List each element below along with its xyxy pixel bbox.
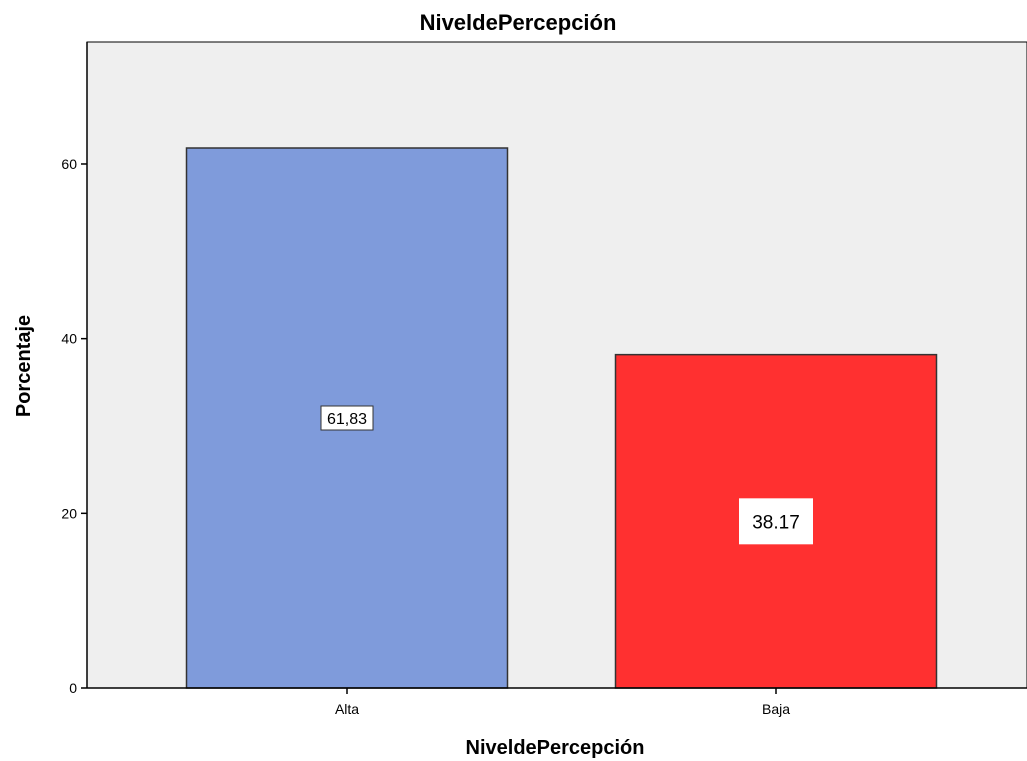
data-label: 38.17 [752, 512, 800, 533]
x-tick-label: Alta [335, 701, 359, 717]
y-tick-label: 60 [61, 156, 77, 172]
y-axis-title: Porcentaje [13, 315, 35, 417]
y-tick-label: 0 [69, 680, 77, 696]
data-labels-group: 61,83 38.17 [320, 405, 813, 545]
chart-title: NiveldePercepción [420, 10, 617, 35]
data-label: 61,83 [327, 411, 367, 428]
y-tick-label: 20 [61, 505, 77, 521]
y-axis: 0 20 40 60 [61, 42, 88, 696]
x-axis: Alta Baja [87, 687, 1027, 717]
data-label-box [320, 405, 374, 431]
data-label-box [739, 498, 813, 545]
x-axis-title: NiveldePercepción [466, 737, 645, 759]
y-tick-label: 40 [61, 331, 77, 347]
x-tick-label: Baja [762, 701, 790, 717]
